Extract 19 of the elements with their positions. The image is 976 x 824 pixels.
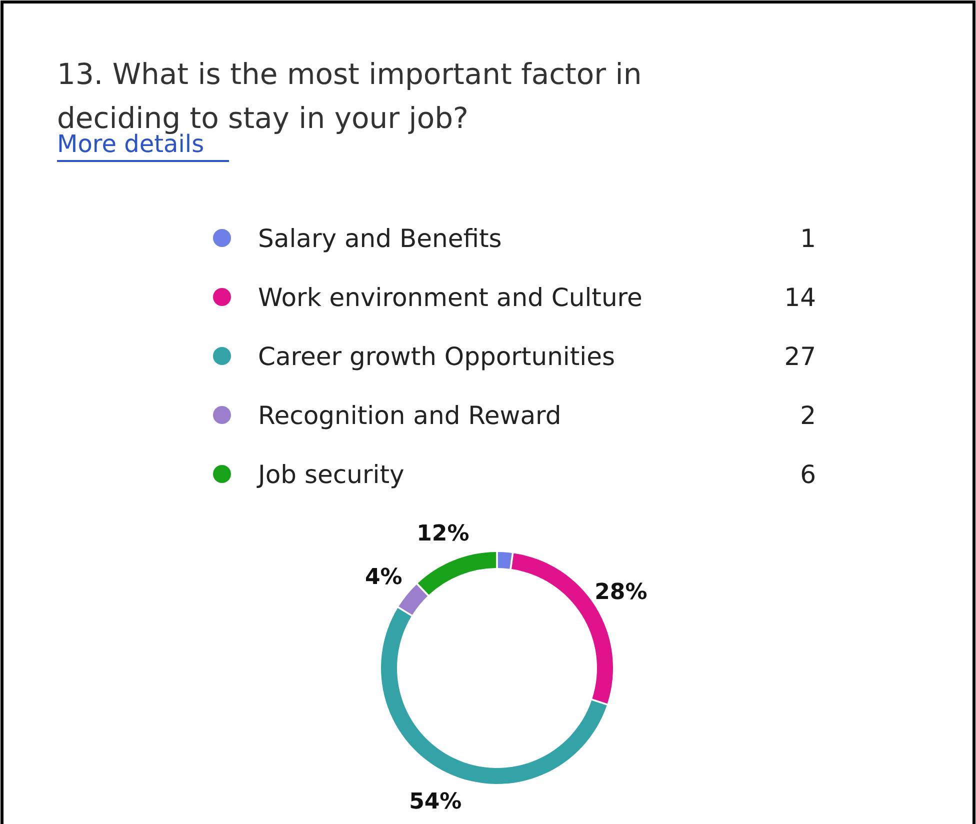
data-label: 28% bbox=[594, 580, 648, 605]
legend-label: Job security bbox=[256, 460, 405, 489]
donut-slice bbox=[381, 608, 607, 784]
text: 27 bbox=[784, 342, 816, 371]
text: 2 bbox=[800, 401, 816, 430]
legend-label: Work environment and Culture bbox=[258, 283, 642, 312]
data-label: 4% bbox=[364, 565, 402, 590]
legend-label: Salary and Benefits bbox=[258, 224, 502, 253]
legend-label: Career growth Opportunities bbox=[258, 342, 616, 371]
chart-title: 13. What is the most important factor in deciding to stay in your job? bbox=[57, 57, 642, 135]
donut-slice bbox=[498, 552, 512, 569]
data-label: 54% bbox=[409, 789, 462, 814]
text: 1 bbox=[800, 224, 816, 253]
donut-slice bbox=[398, 584, 428, 615]
text: 6 bbox=[800, 460, 816, 489]
data-label: 12% bbox=[416, 521, 470, 546]
legend-label: Recognition and Reward bbox=[258, 401, 562, 430]
text: 14 bbox=[784, 283, 816, 312]
donut-slice bbox=[418, 552, 496, 595]
